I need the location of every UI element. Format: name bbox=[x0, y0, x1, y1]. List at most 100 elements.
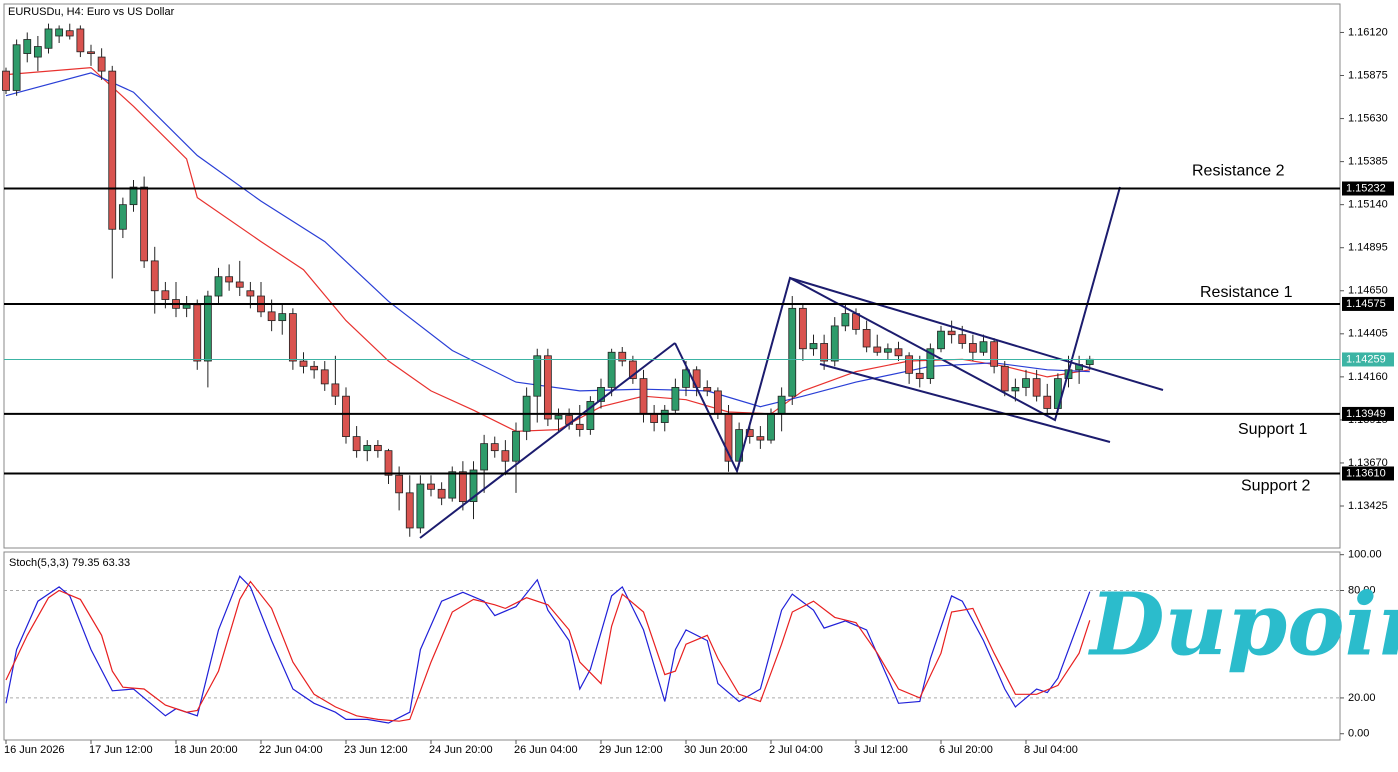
candle-body bbox=[416, 483, 425, 529]
candle-body bbox=[23, 39, 32, 54]
candle-body bbox=[267, 311, 276, 322]
candle-body bbox=[437, 488, 446, 499]
x-tick-label: 26 Jun 04:00 bbox=[514, 744, 578, 756]
candle-body bbox=[650, 413, 659, 423]
candle-body bbox=[310, 365, 319, 371]
candle-body bbox=[905, 355, 914, 374]
candle-body bbox=[533, 355, 542, 397]
candle-body bbox=[883, 348, 892, 353]
candle-body bbox=[225, 276, 234, 283]
level-label: 1.14575 bbox=[1346, 298, 1386, 310]
watermark: Dupoin bbox=[1087, 575, 1398, 676]
trend-lines bbox=[419, 186, 1164, 539]
candle-body bbox=[597, 387, 605, 402]
flag-lower bbox=[819, 363, 1111, 443]
candle-body bbox=[894, 348, 903, 357]
candle-body bbox=[841, 313, 850, 327]
candle-body bbox=[490, 443, 499, 452]
level-box bbox=[1342, 406, 1394, 421]
candle-body bbox=[214, 276, 223, 297]
x-tick-label: 16 Jun 2026 bbox=[4, 744, 65, 756]
candle-body bbox=[682, 369, 690, 388]
y-tick-label: 1.14650 bbox=[1348, 285, 1388, 297]
candle-body bbox=[480, 443, 489, 471]
candle-body bbox=[958, 334, 967, 344]
candle-body bbox=[798, 307, 807, 350]
candle-body bbox=[1022, 378, 1030, 388]
candle-body bbox=[745, 429, 754, 437]
y-tick-label: 1.13670 bbox=[1348, 457, 1388, 469]
candle-body bbox=[660, 409, 669, 423]
candle-body bbox=[926, 348, 935, 380]
candle-body bbox=[193, 304, 202, 362]
candle-body bbox=[182, 304, 191, 309]
candle-body bbox=[55, 28, 64, 37]
y-tick-label: 1.16120 bbox=[1348, 26, 1388, 38]
candle-body bbox=[1032, 378, 1041, 397]
candle-body bbox=[575, 423, 584, 430]
candle-body bbox=[427, 483, 435, 490]
x-tick-label: 22 Jun 04:00 bbox=[259, 744, 323, 756]
stoch-line bbox=[5, 580, 1091, 722]
price-panel bbox=[3, 3, 1341, 549]
candle-body bbox=[12, 44, 21, 91]
candle-body bbox=[915, 372, 924, 380]
flag-upper bbox=[789, 277, 1164, 391]
candle-body bbox=[713, 390, 722, 415]
y-tick-label: 1.14895 bbox=[1348, 242, 1388, 254]
x-tick-label: 29 Jun 12:00 bbox=[599, 744, 663, 756]
level-box bbox=[1342, 296, 1394, 311]
candle-body bbox=[628, 360, 637, 380]
y-tick-label: 1.13425 bbox=[1348, 500, 1388, 512]
candle-body bbox=[756, 436, 765, 441]
y-tick-label: 0.00 bbox=[1348, 728, 1369, 740]
candle-body bbox=[118, 204, 127, 230]
candle-body bbox=[1011, 387, 1020, 392]
candle-body bbox=[246, 290, 255, 297]
x-tick-label: 30 Jun 20:00 bbox=[684, 744, 748, 756]
level-name: Resistance 1 bbox=[1200, 284, 1293, 301]
candle-body bbox=[342, 395, 350, 437]
candle-body bbox=[703, 387, 712, 392]
y-tick-label: 1.15875 bbox=[1348, 69, 1388, 81]
y-tick-label: 1.14405 bbox=[1348, 328, 1388, 340]
candle-body bbox=[1043, 395, 1052, 409]
candle-body bbox=[852, 313, 860, 330]
candle-body bbox=[777, 395, 786, 415]
candle-body bbox=[639, 378, 648, 415]
candle-body bbox=[586, 401, 595, 430]
candle-body bbox=[979, 341, 988, 353]
candle-body bbox=[235, 281, 244, 288]
candle-body bbox=[405, 492, 414, 529]
candle-body bbox=[140, 186, 149, 262]
candle-body bbox=[1000, 365, 1009, 392]
candle-body bbox=[65, 30, 74, 37]
candle-body bbox=[937, 330, 945, 350]
candle-body bbox=[448, 471, 457, 499]
candle-body bbox=[384, 450, 393, 476]
level-label: 1.13610 bbox=[1346, 467, 1386, 479]
level-box bbox=[1342, 181, 1394, 196]
level-label: 1.15232 bbox=[1346, 182, 1386, 194]
candle-body bbox=[873, 346, 882, 353]
y-tick-label: 80.00 bbox=[1348, 584, 1376, 596]
candle-body bbox=[129, 186, 138, 206]
y-tick-label: 100.00 bbox=[1348, 549, 1382, 561]
candle-body bbox=[767, 413, 775, 441]
candle-body bbox=[373, 444, 382, 452]
x-tick-label: 2 Jul 04:00 bbox=[769, 744, 823, 756]
candle-body bbox=[150, 260, 159, 292]
candle-body bbox=[968, 343, 977, 353]
x-tick-label: 8 Jul 04:00 bbox=[1024, 744, 1078, 756]
candle-body bbox=[607, 351, 616, 388]
candle-body bbox=[87, 51, 95, 54]
candle-body bbox=[543, 355, 552, 420]
candle-body bbox=[512, 430, 520, 462]
y-tick-label: 1.15140 bbox=[1348, 199, 1388, 211]
candle-body bbox=[990, 341, 999, 367]
x-tick-label: 3 Jul 12:00 bbox=[854, 744, 908, 756]
candle-body bbox=[1085, 358, 1094, 365]
current-price-label: 1.14259 bbox=[1346, 353, 1386, 365]
